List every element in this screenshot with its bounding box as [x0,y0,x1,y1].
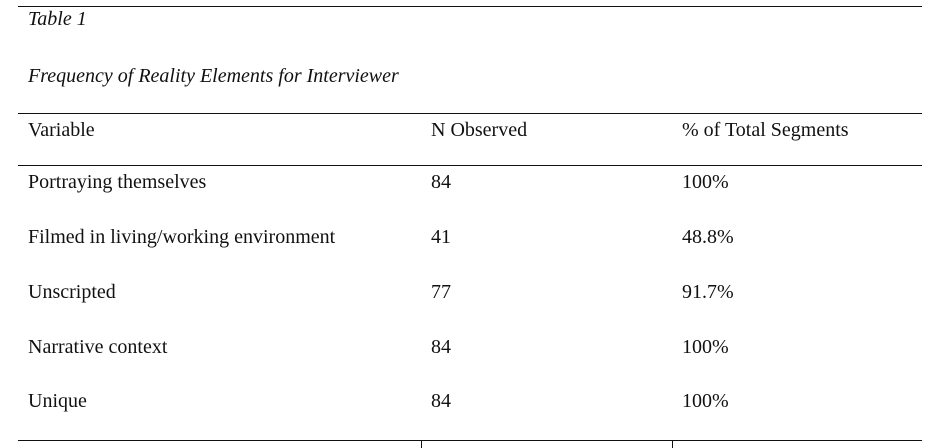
table-title: Frequency of Reality Elements for Interv… [28,65,399,87]
row-percent: 91.7% [682,281,734,303]
row-variable: Portraying themselves [28,171,207,193]
row-variable: Unique [28,390,87,412]
row-percent: 48.8% [682,226,734,248]
table-subheader-rule [18,165,922,166]
row-n-observed: 41 [431,226,451,248]
table-label: Table 1 [28,8,87,30]
table-top-rule [18,6,922,7]
row-percent: 100% [682,390,729,412]
row-n-observed: 84 [431,390,451,412]
row-n-observed: 77 [431,281,451,303]
row-variable: Unscripted [28,281,116,303]
row-n-observed: 84 [431,171,451,193]
table-header-rule [18,113,922,114]
header-percent-total: % of Total Segments [682,119,849,141]
row-percent: 100% [682,336,729,358]
row-variable: Filmed in living/working environment [28,226,336,248]
row-n-observed: 84 [431,336,451,358]
column-divider [672,440,673,448]
row-variable: Narrative context [28,336,168,358]
table-bottom-rule [18,440,922,441]
header-variable: Variable [28,119,95,141]
header-n-observed: N Observed [431,119,528,141]
column-divider [421,440,422,448]
row-percent: 100% [682,171,729,193]
